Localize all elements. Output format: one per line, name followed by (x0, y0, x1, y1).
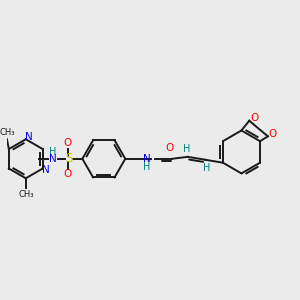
Text: S: S (65, 152, 72, 165)
Text: O: O (165, 143, 173, 153)
Text: O: O (64, 169, 72, 179)
Text: N: N (143, 154, 151, 164)
Text: CH₃: CH₃ (18, 190, 34, 200)
Text: H: H (143, 162, 151, 172)
Text: H: H (50, 147, 57, 157)
Text: N: N (42, 166, 50, 176)
Text: O: O (268, 129, 277, 140)
Text: N: N (25, 132, 33, 142)
Text: O: O (64, 138, 72, 148)
Text: N: N (49, 154, 57, 164)
Text: CH₃: CH₃ (0, 128, 15, 137)
Text: H: H (183, 144, 190, 154)
Text: O: O (250, 113, 258, 123)
Text: H: H (202, 163, 210, 172)
